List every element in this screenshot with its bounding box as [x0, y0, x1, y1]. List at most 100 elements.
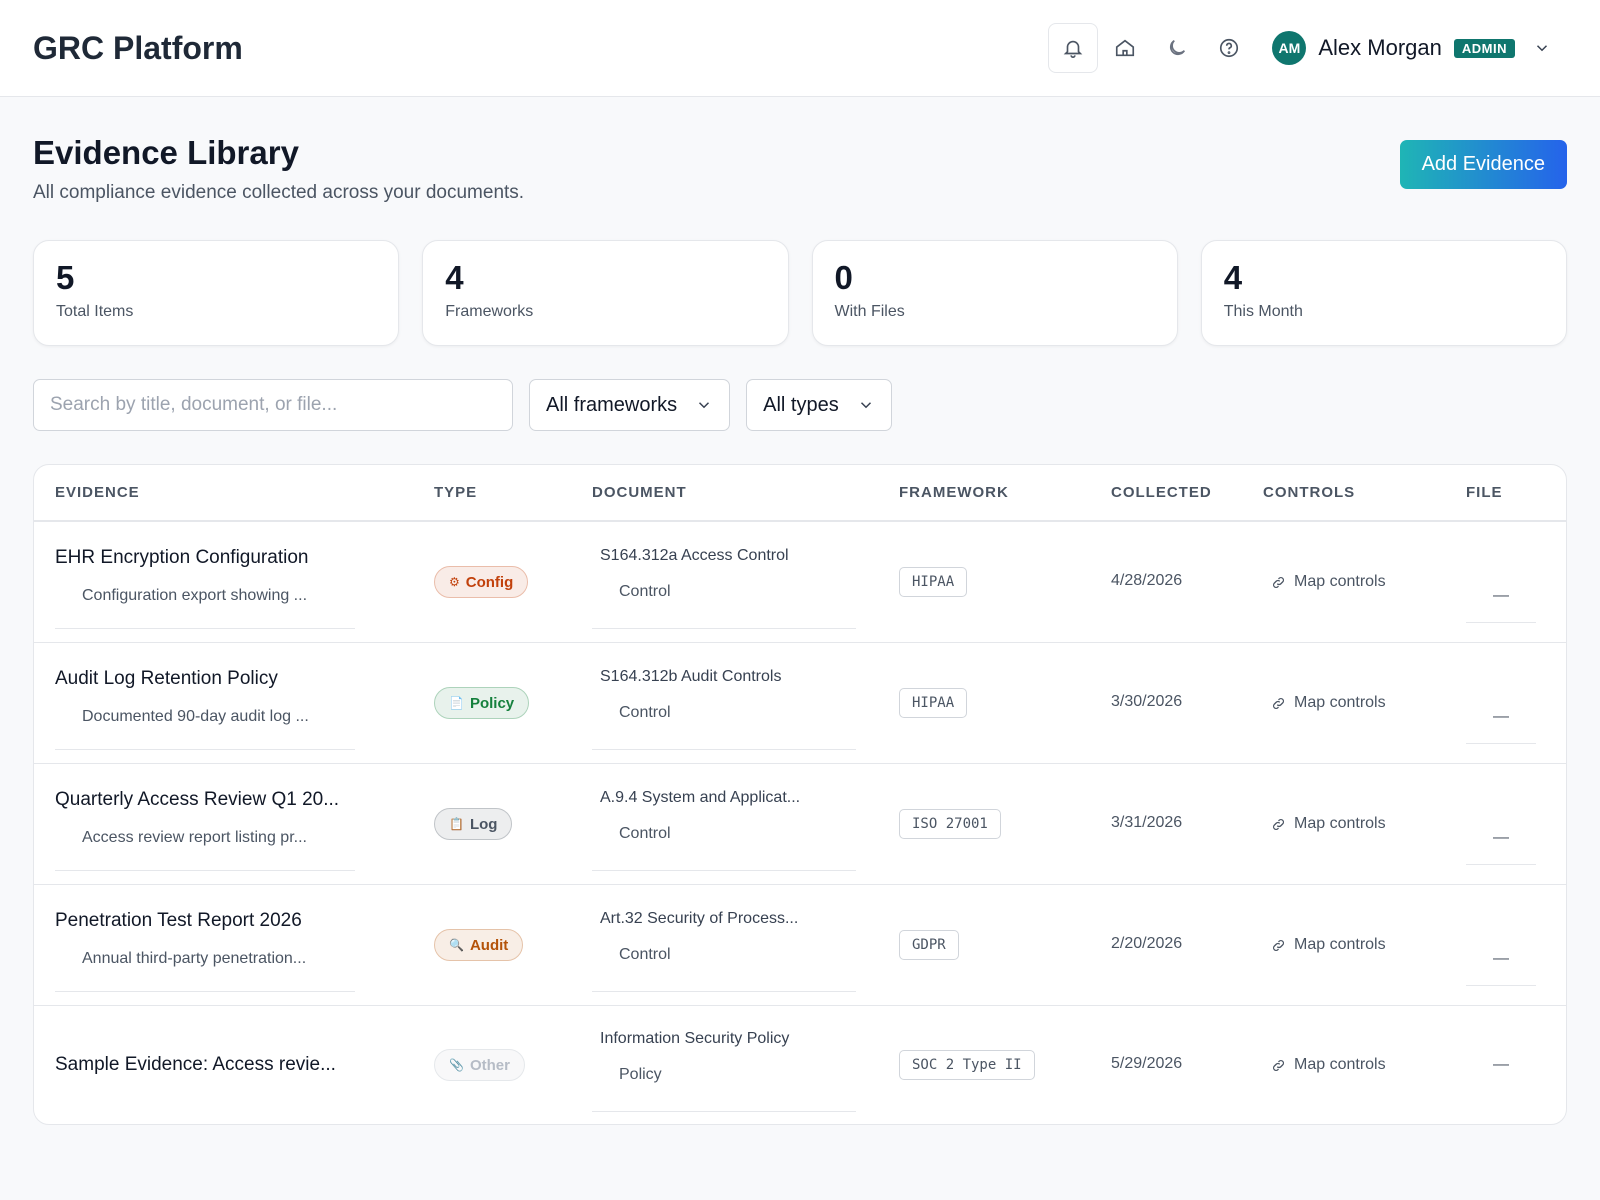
notifications-button[interactable] [1048, 23, 1099, 73]
document-block: S164.312a Access Control Control [592, 535, 856, 629]
collected-cell: 3/30/2026 [1111, 693, 1263, 711]
table-row[interactable]: EHR Encryption Configuration Configuratio… [34, 522, 1566, 643]
evidence-cell: Audit Log Retention Policy Documented 90-… [55, 656, 434, 750]
framework-badge: HIPAA [899, 688, 968, 718]
avatar[interactable]: AM [1272, 31, 1307, 65]
help-button[interactable] [1204, 23, 1254, 73]
type-icon: 📎 [449, 1058, 464, 1072]
collected-date: 3/30/2026 [1111, 693, 1183, 710]
home-button[interactable] [1100, 23, 1150, 73]
framework-select[interactable]: All frameworks [529, 379, 731, 431]
column-header: FILE [1466, 484, 1503, 501]
table-row[interactable]: Sample Evidence: Access revie... 📎 Other In… [34, 1006, 1566, 1124]
stat-label: With Files [834, 303, 905, 320]
type-badge: ⚙ Config [434, 566, 529, 598]
map-controls-link[interactable]: Map controls [1263, 936, 1466, 954]
evidence-title[interactable]: Sample Evidence: Access revie... [55, 1054, 336, 1075]
evidence-description: Annual third-party penetration... [82, 950, 307, 967]
document-name[interactable]: A.9.4 System and Applicat... [600, 789, 801, 806]
collected-cell: 5/29/2026 [1111, 1055, 1263, 1073]
type-icon: 📋 [449, 817, 464, 831]
controls-cell: Map controls [1263, 694, 1466, 712]
link-icon [1273, 1059, 1284, 1071]
map-controls-link[interactable]: Map controls [1263, 1056, 1466, 1074]
app-title: GRC Platform [33, 29, 243, 66]
framework-cell: GDPR [899, 930, 1111, 960]
table-row[interactable]: Audit Log Retention Policy Documented 90-… [34, 643, 1566, 764]
map-controls-link[interactable]: Map controls [1263, 815, 1466, 833]
framework-cell: HIPAA [899, 688, 1111, 718]
type-icon: 🔍 [449, 938, 464, 952]
document-kind: Control [619, 583, 671, 600]
evidence-block: Sample Evidence: Access revie... [55, 1018, 355, 1112]
evidence-cell: Sample Evidence: Access revie... [55, 1018, 434, 1112]
evidence-title[interactable]: EHR Encryption Configuration [55, 547, 309, 568]
document-block: Information Security Policy Policy [592, 1018, 856, 1112]
map-controls-link[interactable]: Map controls [1263, 573, 1466, 591]
evidence-title[interactable]: Penetration Test Report 2026 [55, 910, 302, 931]
document-kind: Policy [619, 1066, 662, 1083]
type-cell: 📄 Policy [434, 687, 592, 719]
page-title: Evidence Library [33, 134, 299, 171]
document-cell: S164.312a Access Control Control [592, 535, 899, 629]
stat-label: Frameworks [445, 303, 534, 320]
collected-cell: 3/31/2026 [1111, 814, 1263, 832]
stat-card: 5 Total Items [33, 240, 400, 346]
column-header: FRAMEWORK [899, 484, 1009, 501]
file-cell: — [1466, 662, 1566, 744]
evidence-title[interactable]: Audit Log Retention Policy [55, 668, 278, 689]
user-menu-button[interactable] [1517, 23, 1567, 73]
map-controls-label[interactable]: Map controls [1294, 936, 1386, 953]
evidence-block: EHR Encryption Configuration Configuratio… [55, 535, 355, 629]
table-row[interactable]: Penetration Test Report 2026 Annual third… [34, 885, 1566, 1006]
stat-value: 4 [1223, 259, 1243, 296]
theme-button[interactable] [1152, 23, 1202, 73]
link-icon [1273, 697, 1284, 709]
stats: 5 Total Items 4 Frameworks 0 With Files 4 This … [33, 240, 1567, 346]
add-evidence-button[interactable]: Add Evidence [1399, 140, 1567, 189]
user-name[interactable]: Alex Morgan [1318, 35, 1442, 60]
type-label: Log [469, 815, 498, 833]
evidence-cell: EHR Encryption Configuration Configuratio… [55, 535, 434, 629]
type-label: Config [465, 573, 514, 591]
type-cell: 📎 Other [434, 1049, 592, 1081]
document-name[interactable]: Art.32 Security of Process... [600, 910, 799, 927]
evidence-description: Configuration export showing ... [82, 587, 308, 604]
type-badge: 🔍 Audit [434, 929, 524, 961]
controls-cell: Map controls [1263, 573, 1466, 591]
evidence-block: Penetration Test Report 2026 Annual third… [55, 898, 355, 992]
collected-date: 5/29/2026 [1111, 1055, 1183, 1072]
table-row[interactable]: Quarterly Access Review Q1 20... Access r… [34, 764, 1566, 885]
type-label: Policy [469, 694, 515, 712]
link-icon [1273, 576, 1284, 588]
file-value: — [1466, 932, 1536, 986]
file-value: — [1466, 569, 1536, 623]
controls-cell: Map controls [1263, 815, 1466, 833]
document-name[interactable]: Information Security Policy [600, 1030, 790, 1047]
framework-select-label: All frameworks [546, 393, 678, 416]
document-cell: Art.32 Security of Process... Control [592, 898, 899, 992]
search-input[interactable]: Search by title, document, or file... [33, 379, 513, 431]
map-controls-label[interactable]: Map controls [1294, 1056, 1386, 1073]
file-cell: — [1466, 541, 1566, 623]
type-cell: ⚙ Config [434, 566, 592, 598]
document-kind: Control [619, 825, 671, 842]
stat-value: 4 [445, 259, 464, 296]
document-cell: Information Security Policy Policy [592, 1018, 899, 1112]
type-badge: 📄 Policy [434, 687, 530, 719]
column-header: DOCUMENT [592, 484, 687, 501]
content: Evidence Library All compliance evidence… [0, 134, 1600, 1125]
type-select[interactable]: All types [746, 379, 892, 431]
document-name[interactable]: S164.312a Access Control [600, 547, 789, 564]
map-controls-link[interactable]: Map controls [1263, 694, 1466, 712]
stat-value: 5 [56, 259, 75, 296]
document-kind: Control [619, 704, 671, 721]
map-controls-label[interactable]: Map controls [1294, 815, 1386, 832]
evidence-title[interactable]: Quarterly Access Review Q1 20... [55, 789, 340, 810]
type-label: Audit [469, 936, 509, 954]
document-name[interactable]: S164.312b Audit Controls [600, 668, 782, 685]
column-header: COLLECTED [1111, 484, 1212, 501]
map-controls-label[interactable]: Map controls [1294, 694, 1386, 711]
framework-cell: SOC 2 Type II [899, 1050, 1111, 1080]
map-controls-label[interactable]: Map controls [1294, 573, 1386, 590]
